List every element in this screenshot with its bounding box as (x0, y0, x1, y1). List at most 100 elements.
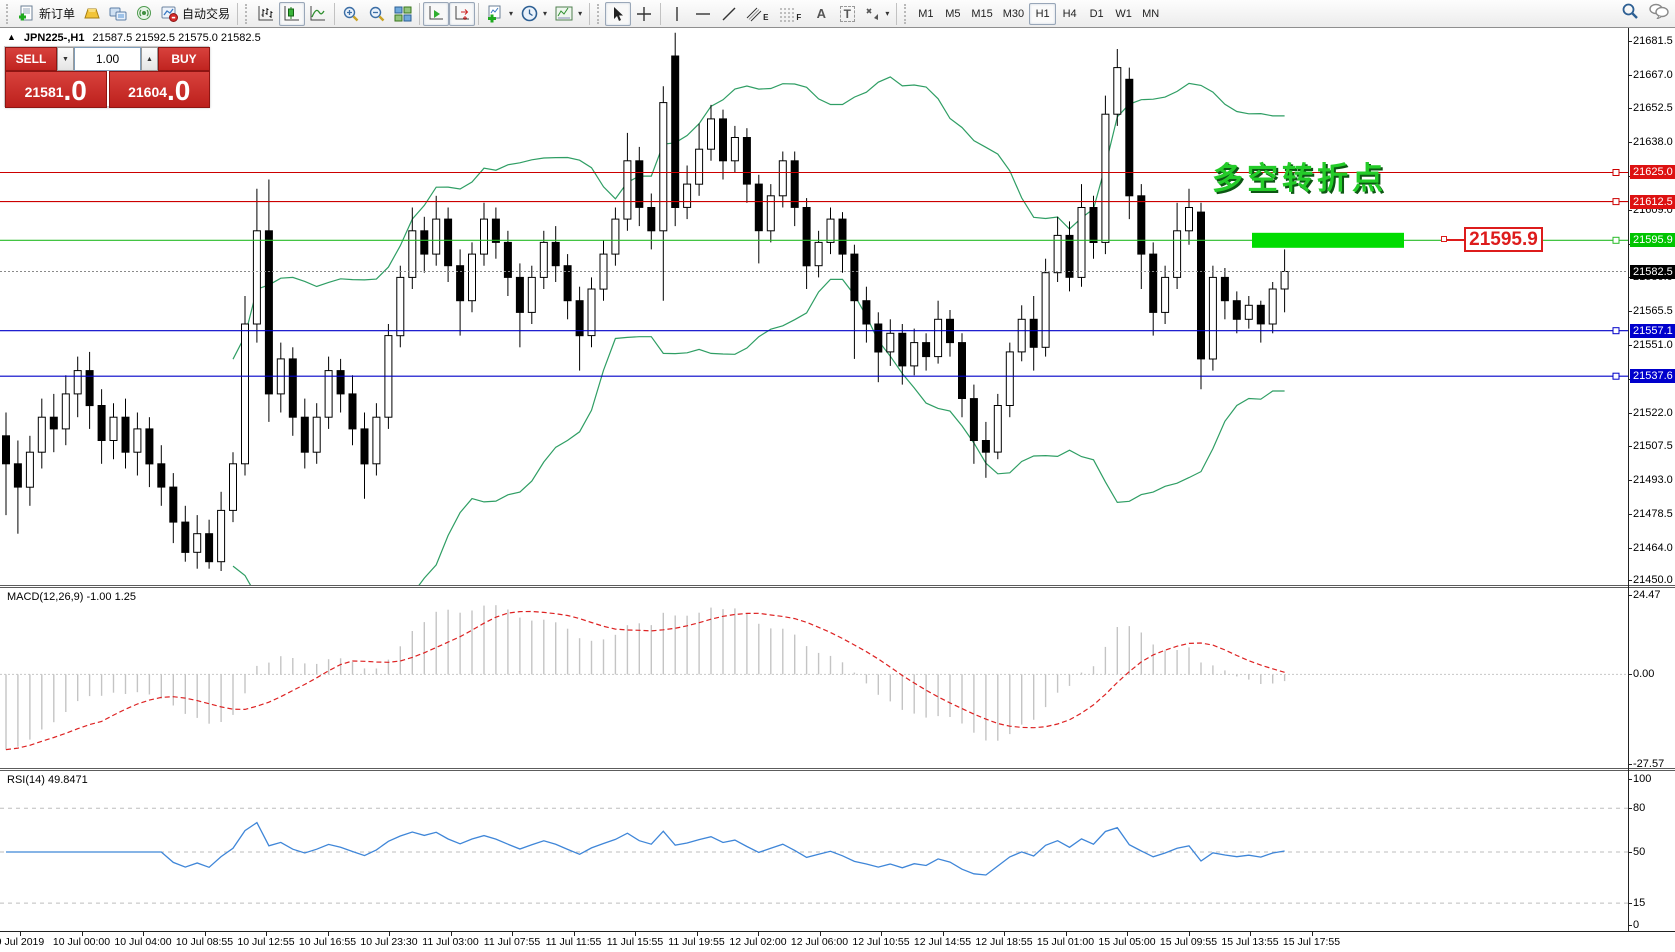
search-icon[interactable] (1621, 2, 1639, 20)
trendline-button[interactable] (716, 2, 742, 26)
deposit-button[interactable] (79, 2, 105, 26)
timeframe-button-h1[interactable]: H1 (1029, 2, 1057, 25)
timeframe-button-m30[interactable]: M30 (1002, 7, 1025, 20)
price-tick: 21450.0 (1628, 574, 1675, 587)
time-tick (1004, 932, 1005, 936)
autoscroll-icon (427, 5, 445, 22)
candlestick-button[interactable] (279, 1, 306, 26)
price-tick: 21522.0 (1628, 407, 1675, 420)
volume-increase-button[interactable]: ▲ (141, 47, 158, 71)
symbol-ohlc: 21587.5 21592.5 21575.0 21582.5 (92, 32, 261, 44)
line-chart-button[interactable] (305, 2, 331, 26)
periods-button[interactable]: ▾ (517, 2, 551, 26)
terminal-button[interactable] (105, 2, 131, 26)
text-button[interactable]: A (808, 2, 834, 26)
timeframe-button-d1[interactable]: D1 (1089, 7, 1104, 20)
dropdown-caret-icon: ▾ (578, 9, 583, 18)
time-tick (942, 932, 944, 936)
toolbar-grip (904, 3, 909, 24)
new-order-label: 新订单 (39, 7, 76, 21)
macd-tick: 0.00 (1628, 668, 1675, 681)
time-label: 12 Jul 14:55 (913, 936, 972, 948)
tile-windows-button[interactable] (390, 2, 416, 26)
time-tick (1250, 932, 1251, 936)
time-tick (1311, 932, 1313, 936)
text-tool-letter: A (816, 6, 826, 21)
buy-button[interactable]: BUY (158, 47, 210, 71)
dropdown-caret-icon: ▾ (509, 9, 514, 18)
new-order-icon (18, 5, 35, 22)
horizontal-line-button[interactable] (690, 2, 716, 26)
autotrading-label: 自动交易 (182, 7, 231, 21)
templates-button[interactable]: ▾ (551, 2, 586, 26)
time-label: 11 Jul 07:55 (483, 936, 541, 948)
signals-button[interactable] (131, 2, 157, 26)
time-label: 15 Jul 09:55 (1159, 936, 1218, 948)
timeframe-group: M1 M5 M15 M30 H1 H4 D1 W1 MN (912, 2, 1164, 25)
crosshair-button[interactable] (631, 2, 657, 26)
bar-chart-icon (257, 5, 275, 22)
indicators-button[interactable]: ▾ (482, 2, 517, 26)
buy-price-int: 21604 (128, 84, 168, 100)
autotrading-button[interactable]: 自动交易 (157, 2, 234, 26)
zoom-in-button[interactable] (338, 2, 364, 26)
price-tick: 21551.0 (1628, 339, 1675, 352)
time-tick (204, 932, 206, 936)
dropdown-caret-icon: ▾ (543, 9, 548, 18)
clock-icon (521, 5, 538, 22)
volume-input[interactable] (74, 47, 141, 71)
rsi-indicator-label: RSI(14) 49.8471 (7, 774, 88, 786)
price-line-label: 21582.5 (1630, 264, 1675, 279)
cursor-icon (610, 6, 626, 22)
time-label: 15 Jul 17:55 (1282, 936, 1341, 948)
autoscroll-button[interactable] (423, 1, 450, 26)
volume-decrease-button[interactable]: ▼ (57, 47, 74, 71)
text-label-button[interactable]: T (834, 2, 860, 26)
autotrading-icon (161, 5, 179, 22)
rsi-pane[interactable] (0, 771, 1628, 931)
sell-button[interactable]: SELL (5, 47, 57, 71)
rsi-tick: 50 (1628, 846, 1675, 859)
price-line-label: 21595.9 (1630, 233, 1675, 248)
chart-shift-button[interactable] (449, 1, 476, 26)
toolbar-right (1621, 2, 1669, 20)
time-label: 10 Jul 00:00 (52, 936, 111, 948)
timeframe-button-m1[interactable]: M1 (918, 7, 934, 20)
time-label: 9 Jul 2019 (0, 936, 45, 948)
price-callout-anchor (1441, 236, 1447, 242)
macd-pane[interactable] (0, 588, 1628, 768)
time-tick (450, 932, 452, 936)
fibonacci-button[interactable]: F (775, 2, 808, 26)
timeframe-button-m5[interactable]: M5 (945, 7, 961, 20)
cursor-button[interactable] (605, 1, 632, 26)
timeframe-button-h4[interactable]: H4 (1062, 7, 1077, 20)
pane-separator[interactable] (0, 768, 1675, 771)
timeframe-button-w1[interactable]: W1 (1115, 7, 1132, 20)
channel-button[interactable]: E (742, 2, 775, 26)
time-label: 11 Jul 03:00 (422, 936, 479, 948)
macd-tick: -27.57 (1628, 758, 1675, 771)
price-line-label: 21537.6 (1630, 369, 1675, 384)
new-order-button[interactable]: 新订单 (14, 2, 79, 26)
time-tick (1127, 932, 1128, 936)
price-callout-label[interactable]: 21595.9 (1464, 227, 1543, 252)
zoom-out-button[interactable] (364, 2, 390, 26)
timeframe-button-mn[interactable]: MN (1142, 7, 1160, 20)
fibo-letter: F (796, 13, 802, 22)
tile-windows-icon (394, 6, 412, 22)
text-label-letter: T (839, 5, 855, 22)
chart-annotation-text[interactable]: 多空转折点 (1212, 161, 1387, 196)
time-label: 15 Jul 01:00 (1036, 936, 1095, 948)
price-tick: 21667.0 (1628, 69, 1675, 82)
timeframe-button-m15[interactable]: M15 (971, 7, 993, 20)
main-chart-pane[interactable] (0, 28, 1628, 585)
sell-price-box[interactable]: 21581.0 (5, 71, 107, 108)
chat-icon[interactable] (1649, 3, 1669, 19)
pane-separator[interactable] (0, 585, 1675, 588)
arrows-button[interactable]: ▾ (860, 2, 893, 26)
bar-chart-button[interactable] (253, 2, 279, 26)
collapse-icon[interactable]: ▲ (7, 32, 16, 42)
vertical-line-button[interactable] (664, 2, 690, 26)
buy-price-box[interactable]: 21604.0 (108, 71, 210, 108)
